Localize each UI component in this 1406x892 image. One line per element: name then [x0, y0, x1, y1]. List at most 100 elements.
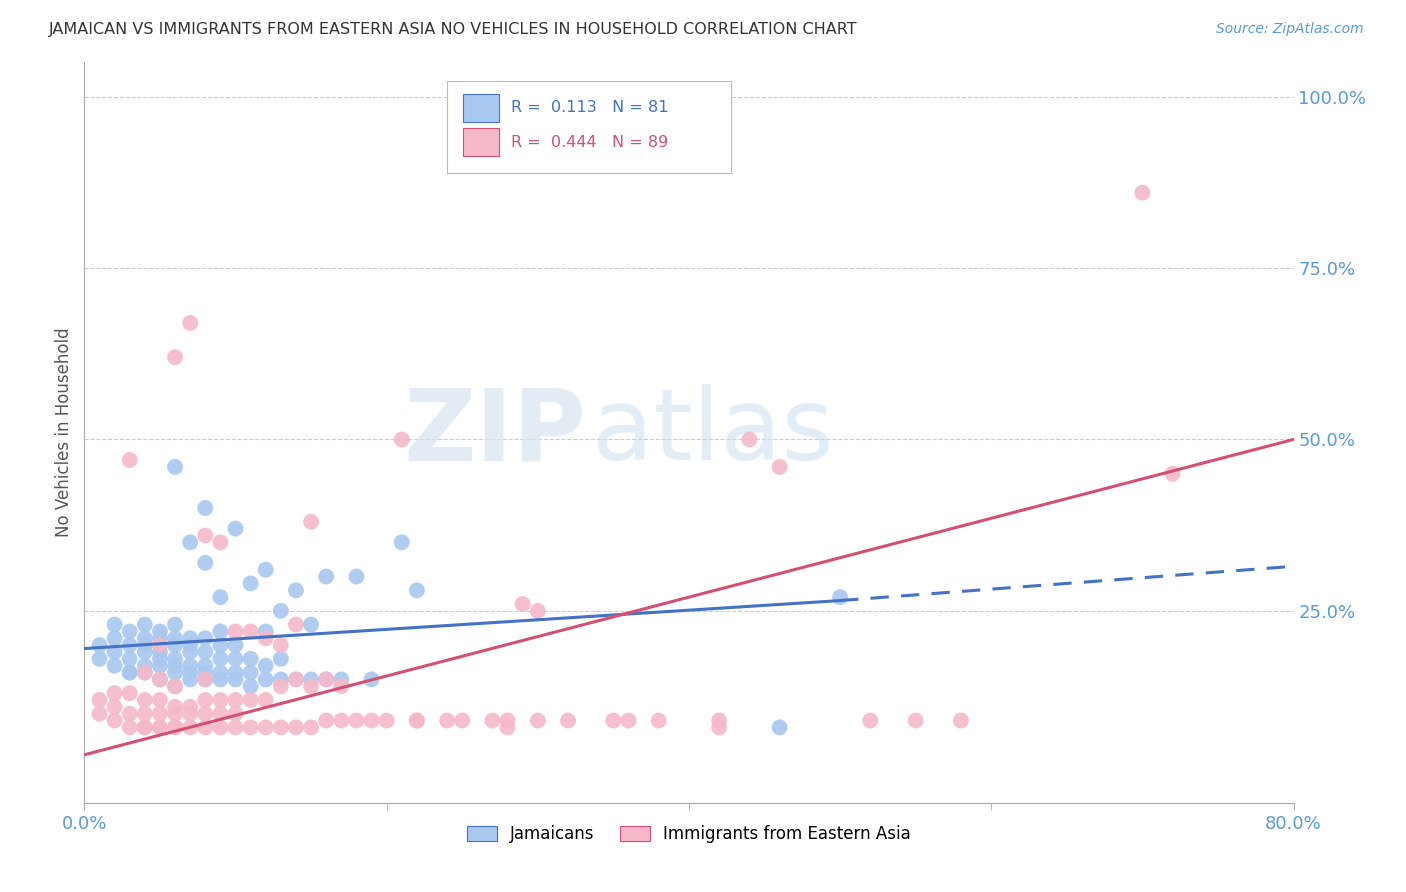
- Point: [194, 673, 217, 687]
- Point: [330, 673, 353, 687]
- Point: [149, 652, 172, 666]
- Point: [254, 624, 277, 639]
- Point: [254, 658, 277, 673]
- Point: [149, 638, 172, 652]
- Point: [134, 638, 156, 652]
- Point: [118, 652, 141, 666]
- Point: [165, 720, 187, 734]
- Point: [270, 652, 292, 666]
- Point: [406, 583, 429, 598]
- Point: [165, 638, 187, 652]
- Text: Source: ZipAtlas.com: Source: ZipAtlas.com: [1216, 22, 1364, 37]
- FancyBboxPatch shape: [447, 81, 731, 173]
- Point: [225, 652, 247, 666]
- Point: [118, 624, 141, 639]
- Point: [225, 720, 247, 734]
- Point: [104, 658, 127, 673]
- Point: [391, 535, 413, 549]
- Point: [1130, 186, 1153, 200]
- Point: [165, 699, 187, 714]
- Point: [165, 459, 187, 474]
- Point: [134, 632, 156, 646]
- Point: [149, 693, 172, 707]
- Point: [209, 665, 232, 680]
- Text: ZIP: ZIP: [404, 384, 586, 481]
- Point: [360, 714, 382, 728]
- Point: [1161, 467, 1184, 481]
- Y-axis label: No Vehicles in Household: No Vehicles in Household: [55, 327, 73, 538]
- Point: [149, 720, 172, 734]
- Point: [225, 665, 247, 680]
- Point: [179, 658, 201, 673]
- Point: [285, 673, 308, 687]
- Point: [209, 693, 232, 707]
- Point: [270, 604, 292, 618]
- Point: [209, 720, 232, 734]
- Point: [165, 720, 187, 734]
- Text: R =  0.113   N = 81: R = 0.113 N = 81: [512, 100, 669, 115]
- Point: [134, 658, 156, 673]
- Point: [270, 720, 292, 734]
- Point: [118, 665, 141, 680]
- Point: [496, 714, 519, 728]
- Point: [118, 720, 141, 734]
- Point: [165, 658, 187, 673]
- Point: [330, 714, 353, 728]
- Point: [315, 673, 337, 687]
- Legend: Jamaicans, Immigrants from Eastern Asia: Jamaicans, Immigrants from Eastern Asia: [460, 819, 918, 850]
- Point: [239, 665, 262, 680]
- Point: [254, 673, 277, 687]
- Point: [406, 714, 429, 728]
- Point: [118, 638, 141, 652]
- Point: [134, 645, 156, 659]
- Point: [165, 350, 187, 364]
- Point: [270, 673, 292, 687]
- Point: [194, 665, 217, 680]
- Point: [194, 632, 217, 646]
- Point: [239, 576, 262, 591]
- Point: [406, 714, 429, 728]
- Point: [104, 686, 127, 700]
- Point: [179, 535, 201, 549]
- Point: [225, 638, 247, 652]
- Point: [527, 714, 550, 728]
- Point: [104, 645, 127, 659]
- Point: [194, 720, 217, 734]
- Point: [557, 714, 579, 728]
- Point: [134, 706, 156, 721]
- Point: [179, 632, 201, 646]
- Point: [360, 673, 382, 687]
- Point: [89, 638, 111, 652]
- Point: [859, 714, 882, 728]
- Point: [225, 624, 247, 639]
- Point: [270, 679, 292, 693]
- Point: [254, 720, 277, 734]
- Point: [104, 699, 127, 714]
- Point: [194, 693, 217, 707]
- Point: [209, 673, 232, 687]
- Point: [270, 638, 292, 652]
- Point: [134, 720, 156, 734]
- Point: [254, 693, 277, 707]
- Point: [104, 617, 127, 632]
- Point: [209, 624, 232, 639]
- Point: [769, 459, 792, 474]
- Point: [165, 679, 187, 693]
- Point: [165, 706, 187, 721]
- Point: [709, 720, 731, 734]
- Point: [149, 645, 172, 659]
- Point: [118, 686, 141, 700]
- Point: [165, 665, 187, 680]
- Point: [496, 720, 519, 734]
- Point: [299, 515, 322, 529]
- Bar: [463, 94, 499, 121]
- Point: [346, 714, 368, 728]
- Text: JAMAICAN VS IMMIGRANTS FROM EASTERN ASIA NO VEHICLES IN HOUSEHOLD CORRELATION CH: JAMAICAN VS IMMIGRANTS FROM EASTERN ASIA…: [49, 22, 858, 37]
- Point: [285, 720, 308, 734]
- Point: [209, 638, 232, 652]
- Text: atlas: atlas: [592, 384, 834, 481]
- Point: [830, 590, 852, 604]
- Point: [254, 563, 277, 577]
- Point: [225, 522, 247, 536]
- Point: [299, 673, 322, 687]
